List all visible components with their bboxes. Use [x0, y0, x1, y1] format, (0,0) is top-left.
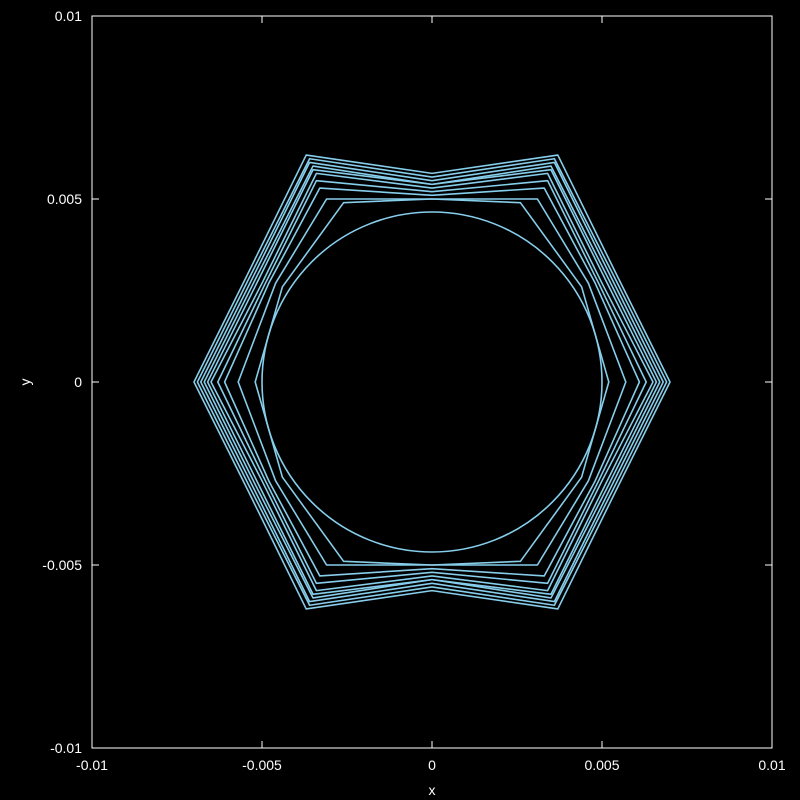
- x-tick-label: 0.005: [584, 757, 619, 773]
- series-line-11: [193, 154, 671, 610]
- y-tick-label: -0.01: [50, 740, 82, 756]
- x-tick-label: 0: [428, 757, 436, 773]
- y-tick-label: -0.005: [42, 557, 82, 573]
- series-line-9: [200, 161, 664, 603]
- series-line-7: [206, 168, 658, 596]
- x-axis-label: x: [429, 782, 436, 798]
- y-tick-label: 0: [74, 374, 82, 390]
- y-axis-label: y: [17, 379, 33, 386]
- series-line-10: [196, 157, 668, 607]
- x-tick-label: -0.005: [242, 757, 282, 773]
- series-line-8: [203, 165, 661, 599]
- y-tick-label: 0.01: [55, 8, 82, 24]
- x-tick-label: -0.01: [76, 757, 108, 773]
- series-line-1: [261, 211, 603, 553]
- x-tick-label: 0.01: [758, 757, 785, 773]
- series-line-6: [210, 172, 654, 592]
- y-tick-labels: -0.01 -0.005 0 0.005 0.01: [42, 8, 82, 756]
- series-line-2: [254, 198, 610, 566]
- series-line-4: [223, 187, 641, 577]
- axis-ticks: [91, 15, 773, 749]
- x-tick-labels: -0.01 -0.005 0 0.005 0.01: [76, 757, 786, 773]
- y-tick-label: 0.005: [47, 191, 82, 207]
- series-line-5: [217, 179, 647, 585]
- series-line-3: [237, 198, 627, 566]
- series-group: [193, 154, 671, 610]
